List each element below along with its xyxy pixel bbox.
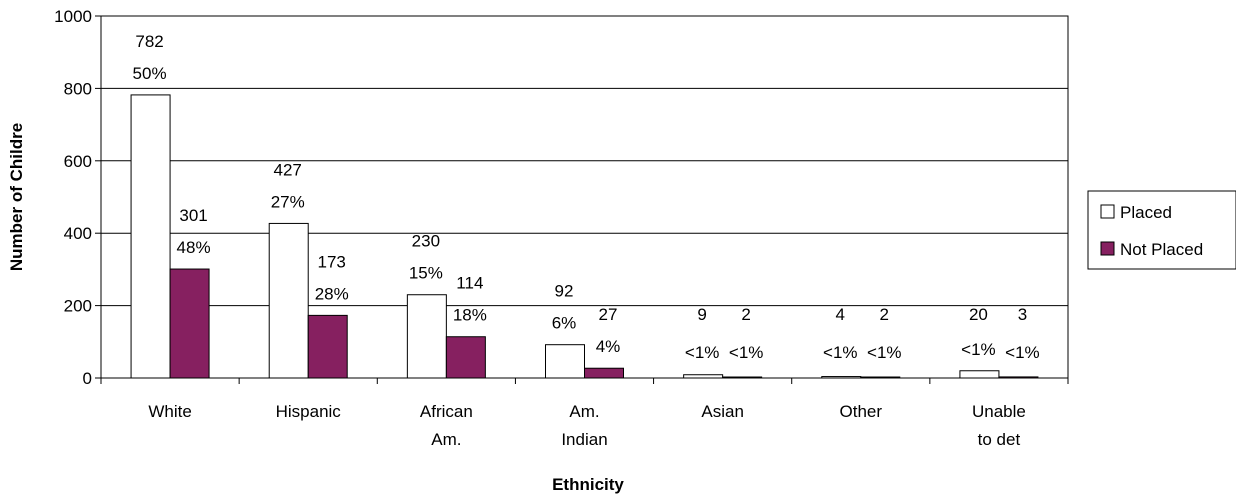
legend-swatch-placed xyxy=(1100,204,1115,219)
legend-label-not-placed: Not Placed xyxy=(1120,240,1203,259)
bar-not-placed xyxy=(169,268,210,379)
data-label-value: 427 xyxy=(274,160,302,179)
data-label-percent: 28% xyxy=(315,284,349,303)
legend-label-placed: Placed xyxy=(1120,203,1172,222)
y-tick-label: 1000 xyxy=(54,7,92,26)
x-category-label: Indian xyxy=(561,430,607,449)
data-label-value: 27 xyxy=(599,305,618,324)
data-label-value: 20 xyxy=(969,305,988,324)
bar-placed xyxy=(130,94,171,379)
x-axis-title: Ethnicity xyxy=(552,475,624,494)
legend: Placed Not Placed xyxy=(1087,190,1236,270)
x-category-label: Am. xyxy=(569,402,599,421)
data-label-percent: 18% xyxy=(453,306,487,325)
gridlines xyxy=(100,15,1069,379)
data-label-percent: <1% xyxy=(1005,343,1040,362)
y-tick-label: 800 xyxy=(64,79,92,98)
data-label-percent: <1% xyxy=(961,340,996,359)
data-label-percent: 48% xyxy=(177,238,211,257)
x-category-label: Hispanic xyxy=(276,402,342,421)
x-category-label: Am. xyxy=(431,430,461,449)
data-label-value: 2 xyxy=(741,305,750,324)
bar-not-placed xyxy=(722,376,763,379)
data-label-value: 301 xyxy=(179,206,207,225)
x-category-label: White xyxy=(148,402,191,421)
data-label-value: 92 xyxy=(555,282,574,301)
y-tick-label: 600 xyxy=(64,152,92,171)
data-label-value: 3 xyxy=(1018,305,1027,324)
bar-placed xyxy=(406,294,447,379)
x-category-label: African xyxy=(420,402,473,421)
bar-placed xyxy=(959,370,1000,379)
data-label-percent: 27% xyxy=(271,192,305,211)
data-label-value: 782 xyxy=(135,32,163,51)
data-label-value: 2 xyxy=(880,305,889,324)
data-label-percent: <1% xyxy=(823,343,858,362)
x-category-label: Unable xyxy=(972,402,1026,421)
legend-box xyxy=(1087,190,1236,270)
x-category-label: Asian xyxy=(701,402,744,421)
data-labels: 782 50% 427 27% 230 15% 92 6% 9 <1% 4 <1% 20 <1% 301 48… xyxy=(133,32,1040,362)
data-label-value: 4 xyxy=(836,305,845,324)
y-tick-label: 0 xyxy=(83,369,92,388)
axes: 0 200 400 600 800 1000 White Hispanic African Am.… xyxy=(54,7,1069,449)
x-category-label: Other xyxy=(840,402,883,421)
bar-not-placed xyxy=(584,367,624,379)
legend-swatch-not-placed xyxy=(1100,241,1115,256)
y-tick-label: 400 xyxy=(64,224,92,243)
data-label-value: 173 xyxy=(318,252,346,271)
bar-not-placed xyxy=(998,376,1039,379)
data-label-value: 230 xyxy=(412,232,440,251)
bar-not-placed xyxy=(445,336,486,379)
data-label-percent: <1% xyxy=(867,343,902,362)
data-label-percent: <1% xyxy=(685,343,720,362)
bar-placed xyxy=(268,222,309,379)
data-label-percent: 15% xyxy=(409,264,443,283)
y-tick-label: 200 xyxy=(64,297,92,316)
data-label-percent: 4% xyxy=(596,337,621,356)
data-label-value: 9 xyxy=(697,305,706,324)
bars xyxy=(130,94,1039,379)
data-label-percent: 6% xyxy=(552,314,577,333)
x-category-label: to det xyxy=(978,430,1021,449)
bar-not-placed xyxy=(860,376,901,379)
bar-placed xyxy=(683,374,724,379)
y-axis-title: Number of Childre xyxy=(7,123,26,271)
data-label-percent: <1% xyxy=(729,343,764,362)
bar-not-placed xyxy=(307,314,348,379)
plot-area xyxy=(100,15,1069,379)
bar-placed xyxy=(545,344,585,379)
data-label-value: 114 xyxy=(456,274,483,293)
data-label-percent: 50% xyxy=(133,64,167,83)
bar-placed xyxy=(821,376,862,379)
